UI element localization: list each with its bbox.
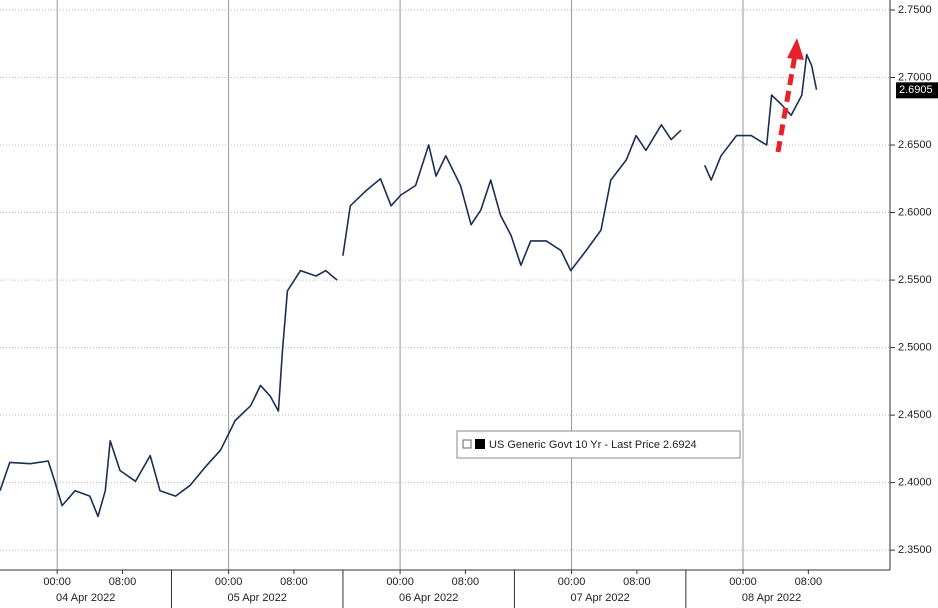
y-tick-label: 2.7500 [898, 4, 932, 16]
x-tick-label: 08:00 [280, 576, 308, 588]
x-tick-label: 00:00 [558, 576, 586, 588]
plot-area [0, 0, 890, 570]
x-tick-label: 08:00 [452, 576, 480, 588]
x-tick-label: 00:00 [43, 576, 71, 588]
y-tick-label: 2.6500 [898, 139, 932, 151]
x-tick-label: 08:00 [623, 576, 651, 588]
y-tick-label: 2.4500 [898, 409, 932, 421]
arrow-annotation [775, 38, 804, 153]
date-label: 07 Apr 2022 [570, 592, 629, 604]
y-tick-label: 2.6000 [898, 206, 932, 218]
legend-toggle[interactable] [462, 439, 472, 449]
date-label: 06 Apr 2022 [399, 592, 458, 604]
x-tick-label: 08:00 [795, 576, 823, 588]
y-tick-label: 2.4000 [898, 477, 932, 489]
legend-label: US Generic Govt 10 Yr - Last Price 2.692… [489, 439, 697, 451]
y-tick-label: 2.3500 [898, 544, 932, 556]
last-price-box [896, 82, 938, 99]
legend: US Generic Govt 10 Yr - Last Price 2.692… [456, 430, 741, 459]
y-tick-label: 2.7000 [898, 71, 932, 83]
y-tick-label: 2.5000 [898, 341, 932, 353]
price-line [0, 53, 818, 518]
date-label: 08 Apr 2022 [742, 592, 801, 604]
y-tick-label: 2.5500 [898, 274, 932, 286]
legend-swatch [475, 439, 485, 449]
last-price-marker: 2.6905 [896, 82, 938, 99]
last-price-label: 2.6905 [899, 84, 933, 96]
x-tick-label: 00:00 [386, 576, 414, 588]
x-tick-label: 08:00 [109, 576, 137, 588]
x-tick-label: 00:00 [729, 576, 757, 588]
x-tick-label: 00:00 [215, 576, 243, 588]
date-label: 05 Apr 2022 [228, 592, 287, 604]
legend-box [456, 430, 741, 459]
arrow-head [787, 38, 804, 60]
date-label: 04 Apr 2022 [56, 592, 115, 604]
